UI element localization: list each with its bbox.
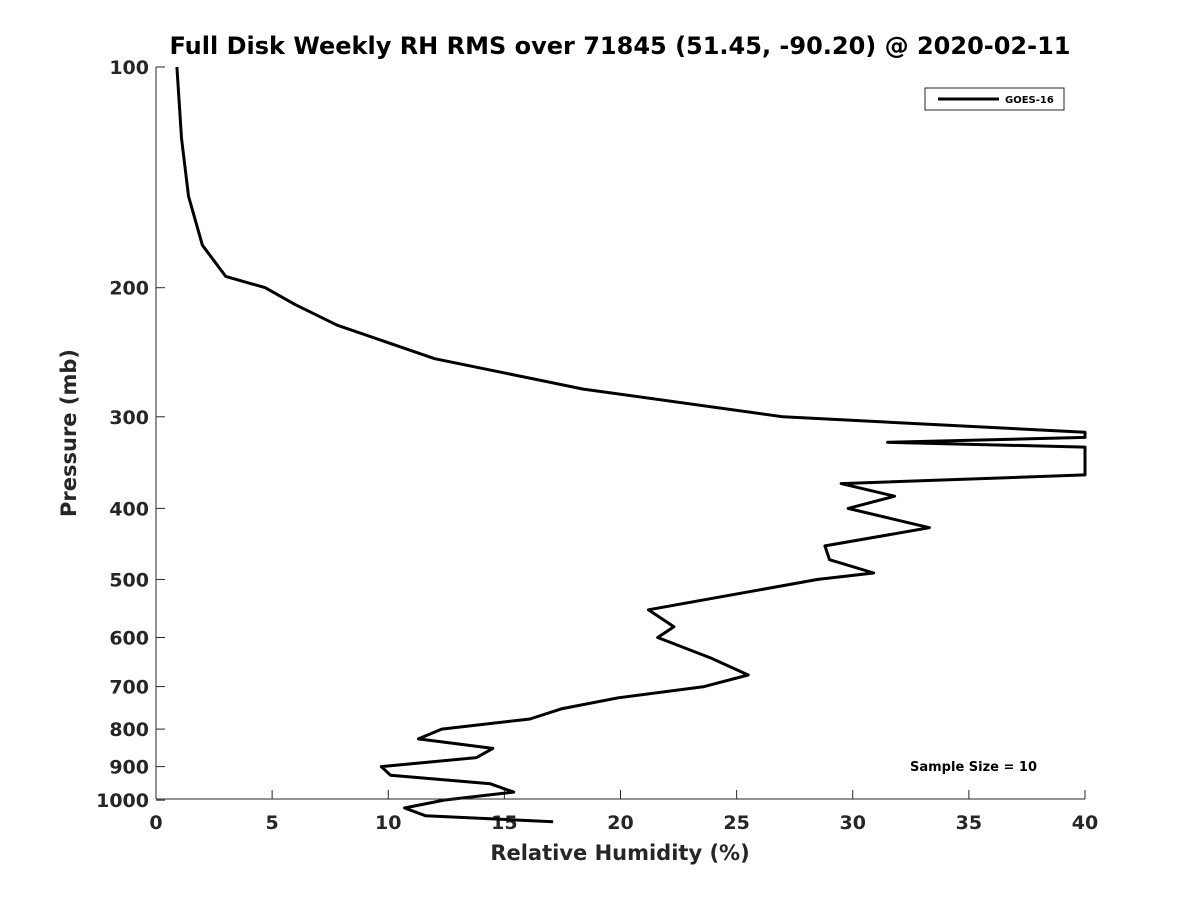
y-tick-label: 100	[109, 57, 149, 79]
y-tick-label: 1000	[96, 790, 149, 812]
x-tick-label: 15	[491, 812, 517, 834]
x-tick-label: 10	[375, 812, 401, 834]
y-tick-label: 900	[109, 757, 149, 779]
y-tick-label: 200	[109, 278, 149, 300]
x-tick-label: 30	[840, 812, 866, 834]
y-tick-label: 800	[109, 719, 149, 741]
x-tick-label: 35	[956, 812, 982, 834]
plot-background	[156, 67, 1085, 799]
series-line-goes-16	[175, 66, 1087, 824]
sample-size-annotation: Sample Size = 10	[910, 760, 1037, 775]
chart-title: Full Disk Weekly RH RMS over 71845 (51.4…	[169, 32, 1070, 60]
y-axis-ticks: 100 200 300 400 500 600 700 800 900 1000	[96, 57, 165, 812]
y-tick-label: 700	[109, 677, 149, 699]
series-layer	[175, 66, 1087, 824]
y-tick-label: 400	[109, 498, 149, 520]
x-tick-label: 0	[149, 812, 162, 834]
x-axis-ticks: 0 5 10 15 20 25 30 35 40	[149, 790, 1098, 834]
y-axis-label: Pressure (mb)	[57, 349, 81, 517]
legend: GOES-16	[924, 87, 1065, 111]
x-tick-label: 5	[266, 812, 279, 834]
x-tick-label: 25	[723, 812, 749, 834]
legend-label-goes-16: GOES-16	[1005, 95, 1054, 106]
y-tick-label: 600	[109, 628, 149, 650]
x-tick-label: 40	[1072, 812, 1098, 834]
x-axis-label: Relative Humidity (%)	[490, 841, 749, 865]
y-tick-label: 500	[109, 569, 149, 591]
x-tick-label: 20	[607, 812, 633, 834]
y-tick-label: 300	[109, 407, 149, 429]
